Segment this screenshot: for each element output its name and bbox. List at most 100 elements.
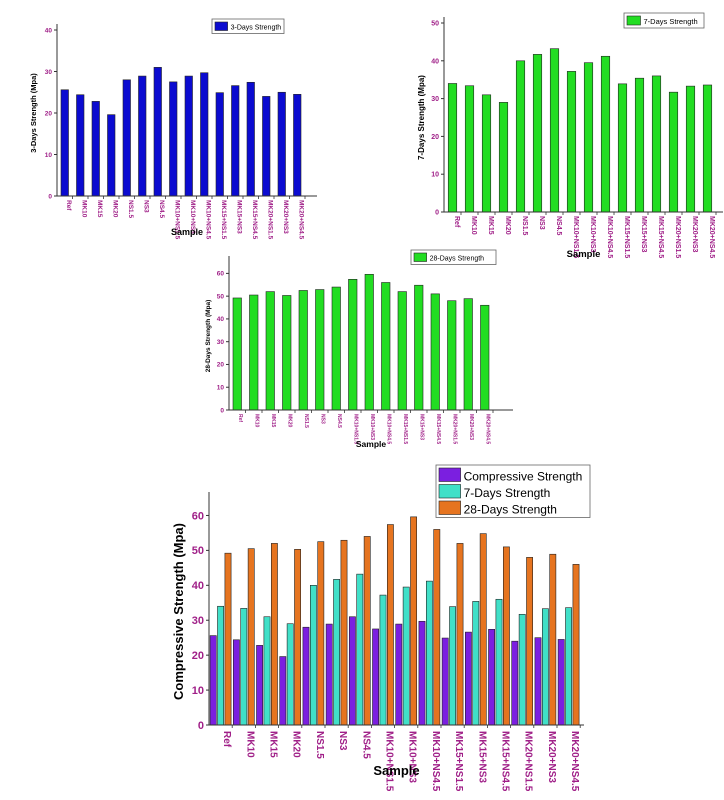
- bar-NS4.5-1: [348, 616, 356, 726]
- bar-MK20-1: [107, 114, 116, 197]
- x-tick-label: MK15+NS3: [236, 200, 243, 234]
- bar-MK10+NS3-1: [184, 75, 193, 197]
- bar-NS1.5-1: [302, 626, 310, 726]
- bar-MK15+NS4.5-2: [495, 598, 503, 726]
- bar-MK10-2: [240, 608, 248, 726]
- y-tick-label: 40: [431, 58, 439, 65]
- x-tick-label: MK20+NS4.5: [298, 200, 305, 240]
- x-tick-label: MK20: [112, 200, 119, 218]
- x-tick-label: MK20: [504, 216, 511, 235]
- x-tick-label: MK15+NS3: [640, 216, 647, 252]
- y-tick-label: 0: [220, 407, 224, 414]
- bar-MK20-3: [294, 549, 301, 726]
- x-tick-label: Ref: [453, 216, 460, 228]
- bar-MK20+NS3-2: [541, 608, 549, 726]
- y-tick-label: 10: [217, 385, 225, 392]
- x-tick-label: MK20+NS3: [468, 414, 474, 440]
- bar-NS3-1: [138, 75, 147, 197]
- x-tick-label: MK10+NS3: [589, 216, 596, 252]
- legend-swatch: [626, 15, 641, 26]
- bar-MK15+NS3-2: [472, 601, 480, 726]
- x-tick-label: NS4.5: [360, 731, 371, 759]
- bar-MK20+NS1.5-2: [518, 613, 526, 726]
- bar-MK20+NS1.5-1: [511, 640, 519, 726]
- x-tick-label: NS4.5: [555, 216, 562, 236]
- bar-MK10+NS1.5-1: [566, 71, 577, 213]
- bar-MK15-1: [256, 645, 263, 726]
- bar-MK20+NS4.5-2: [565, 607, 572, 726]
- bar-NS1.5-1: [515, 60, 526, 213]
- x-tick-label: MK15+NS4.5: [251, 200, 258, 240]
- x-tick-label: NS3: [538, 216, 545, 230]
- bar-NS1.5-1: [122, 79, 131, 197]
- x-tick-label: MK20+NS3: [282, 200, 289, 234]
- bar-NS3-2: [333, 579, 340, 726]
- bar-MK15+NS4.5-1: [246, 81, 255, 197]
- bar-MK10-1: [233, 639, 240, 726]
- bar-MK20-1: [282, 295, 292, 411]
- y-tick-label: 20: [45, 110, 53, 117]
- x-tick-label: MK10+NS4.5: [205, 200, 212, 240]
- x-tick-label: MK20+NS1.5: [452, 414, 458, 444]
- bar-MK15+NS1.5-1: [215, 92, 224, 197]
- y-tick-label: 20: [431, 134, 439, 141]
- bar-MK15+NS3-3: [479, 533, 487, 726]
- legend-box: [623, 12, 705, 29]
- x-tick-label: NS3: [337, 731, 348, 751]
- x-tick-label: MK15: [270, 414, 276, 428]
- chart-panel-2: Ref MK10 MK15 MK20 NS1.5 NS3 NS4.5 MK10+NS1.5 MK…: [417, 12, 723, 260]
- y-tick-label: 50: [217, 293, 225, 300]
- x-tick-label: Ref: [221, 731, 232, 748]
- bar-NS3-1: [532, 54, 543, 213]
- legend-box: [211, 18, 285, 34]
- bar-NS1.5-2: [309, 585, 317, 726]
- bar-MK15+NS1.5-1: [441, 637, 449, 726]
- y-tick-label: 40: [45, 27, 53, 34]
- bar-MK20+NS3-3: [549, 553, 557, 726]
- x-axis-label: Sample: [373, 763, 419, 778]
- x-tick-label: MK10+NS4.5: [386, 414, 392, 444]
- x-axis-label: Sample: [171, 227, 203, 237]
- legend-label: 28-Days Strength: [464, 503, 557, 517]
- bar-MK20+NS1.5-1: [668, 91, 679, 213]
- x-tick-label: NS4.5: [336, 414, 342, 428]
- bar-MK10+NS3-1: [395, 623, 403, 726]
- y-tick-label: 20: [192, 650, 204, 662]
- x-tick-label: MK10: [244, 731, 255, 758]
- x-tick-label: MK15+NS3: [476, 731, 487, 783]
- chart-panel-1: Ref MK10 MK15 MK20 NS1.5 NS3 NS4.5 MK10+NS1.5 MK…: [29, 18, 317, 240]
- bar-MK10+NS3-2: [402, 586, 410, 726]
- x-tick-label: Ref: [237, 414, 243, 422]
- bar-MK20+NS1.5-3: [526, 557, 533, 726]
- bar-MK20+NS3-1: [685, 85, 696, 213]
- y-tick-label: 60: [217, 271, 225, 278]
- bar-MK20-1: [279, 656, 287, 726]
- x-axis-label: Sample: [567, 249, 601, 260]
- chart-panel-4: Ref MK10 MK15 MK20 NS1.5 NS3 NS4.5 MK10+NS1.5 MK…: [171, 464, 591, 792]
- y-tick-label: 50: [431, 20, 439, 27]
- y-tick-label: 60: [192, 510, 204, 522]
- legend-label: 7-Days Strength: [644, 17, 698, 26]
- bar-MK10+NS3-3: [410, 516, 417, 726]
- legend-swatch: [438, 484, 461, 499]
- bar-MK15+NS4.5-3: [502, 546, 510, 726]
- x-tick-label: NS1.5: [303, 414, 309, 428]
- x-tick-label: MK10: [81, 200, 88, 218]
- legend-swatch: [214, 21, 228, 31]
- x-tick-label: MK10+NS1.5: [384, 731, 395, 792]
- bar-MK10+NS1.5-1: [348, 279, 358, 411]
- x-tick-label: MK20+NS1.5: [523, 731, 534, 792]
- bar-MK20+NS4.5-1: [557, 639, 565, 726]
- x-tick-label: MK20+NS3: [691, 216, 698, 252]
- x-tick-label: MK20+NS1.5: [267, 200, 274, 240]
- x-tick-label: MK10: [254, 414, 260, 428]
- bar-MK15+NS1.5-1: [397, 291, 407, 411]
- bar-MK10+NS4.5-1: [600, 55, 611, 213]
- x-tick-label: MK15+NS1.5: [623, 216, 630, 258]
- x-tick-label: MK20+NS4.5: [485, 414, 491, 444]
- x-tick-label: NS3: [320, 414, 326, 424]
- legend-label: 28-Days Strength: [430, 256, 485, 263]
- bar-Ref-1: [447, 83, 458, 213]
- x-tick-label: MK15+NS4.5: [657, 216, 664, 258]
